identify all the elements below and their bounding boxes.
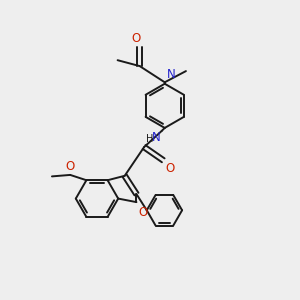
Text: O: O <box>66 160 75 172</box>
Text: H: H <box>146 134 153 144</box>
Text: O: O <box>131 32 141 45</box>
Text: N: N <box>152 131 160 144</box>
Text: O: O <box>139 206 148 219</box>
Text: O: O <box>166 162 175 175</box>
Text: N: N <box>167 68 176 81</box>
